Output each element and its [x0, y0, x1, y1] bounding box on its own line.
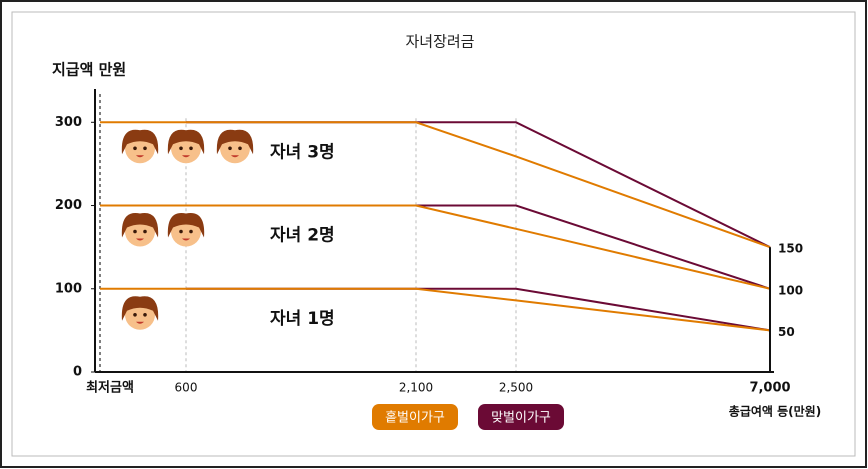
mouth — [231, 155, 239, 158]
child-face-icon — [121, 213, 159, 247]
eye — [179, 229, 183, 234]
eye — [179, 146, 183, 151]
hair — [216, 129, 254, 155]
eye — [143, 312, 147, 317]
y-tick-label: 0 — [73, 365, 82, 380]
x-tick-label: 7,000 — [749, 381, 790, 396]
y-tick-label: 200 — [55, 198, 82, 213]
child-face-icon — [121, 129, 159, 164]
y-tick-label: 100 — [55, 281, 82, 296]
eye — [143, 229, 147, 234]
eye — [189, 229, 193, 234]
end-value-label: 100 — [778, 283, 803, 297]
x-tick-label: 600 — [175, 381, 198, 395]
legend-label: 맞벌이가구 — [491, 411, 551, 426]
x-tick-label: 2,500 — [499, 381, 533, 395]
eye — [133, 229, 137, 234]
y-tick-label: 300 — [55, 115, 82, 130]
eye — [238, 146, 242, 151]
line-series — [100, 204, 771, 290]
mouth — [182, 155, 190, 158]
line-series — [100, 287, 771, 332]
eye — [143, 146, 147, 151]
group-label: 자녀 1명 — [270, 309, 335, 329]
hair — [121, 213, 159, 238]
x-tick-label: 최저금액 — [86, 381, 134, 396]
x-tick-label: 2,100 — [399, 381, 433, 395]
legend-badge — [372, 404, 458, 430]
eye — [133, 146, 137, 151]
chart-title: 자녀장려금 — [405, 33, 474, 51]
y-axis-label: 지급액 만원 — [52, 61, 126, 79]
x-axis-label: 총급여액 등(만원) — [729, 404, 821, 419]
mouth — [136, 155, 144, 158]
legend-label: 홑벌이가구 — [385, 411, 445, 426]
eye — [228, 146, 232, 151]
child-face-icon — [121, 296, 159, 330]
group-label: 자녀 2명 — [270, 226, 335, 246]
hair — [121, 129, 159, 155]
hair — [121, 296, 159, 321]
line-series — [100, 121, 771, 249]
eye — [189, 146, 193, 151]
group-label: 자녀 3명 — [270, 142, 335, 162]
child-face-icon — [216, 129, 254, 164]
legend-badge — [478, 404, 564, 430]
end-value-label: 50 — [778, 325, 795, 339]
end-value-label: 150 — [778, 242, 803, 256]
child-face-icon — [167, 213, 205, 247]
mouth — [182, 238, 190, 241]
mouth — [136, 321, 144, 324]
hair — [167, 129, 205, 155]
child-face-icon — [167, 129, 205, 164]
mouth — [136, 238, 144, 241]
eye — [133, 312, 137, 317]
hair — [167, 213, 205, 238]
